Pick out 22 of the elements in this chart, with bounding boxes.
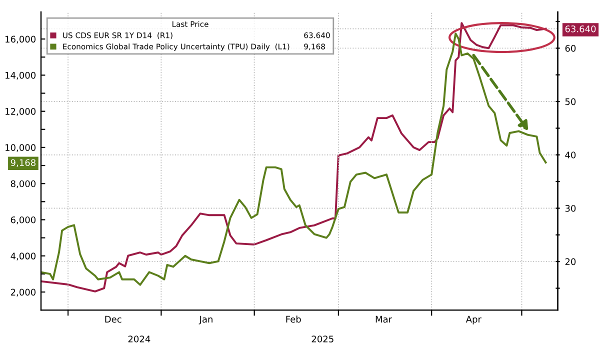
x-tick-label: Apr: [466, 316, 482, 324]
y2-tick-label: 40: [565, 152, 576, 158]
y-tick-label: 10,000: [6, 144, 36, 152]
y2-tick-label: 63.640: [565, 25, 596, 32]
y2-tick-label: 60: [565, 44, 576, 52]
x-tick-label: Dec: [105, 316, 122, 323]
text: 2025: [312, 336, 334, 342]
y2-tick-label: 30: [565, 204, 576, 212]
y-tick-label: 8,000: [10, 180, 36, 188]
y-tick-label: 12,000: [6, 108, 36, 116]
x-tick-label: Mar: [376, 316, 392, 323]
x-tick-label: Jan: [198, 316, 212, 324]
y-tick-label: 9,168: [10, 159, 36, 167]
y-tick-label: 6,000: [10, 216, 36, 224]
text: 2024: [128, 336, 150, 342]
y-tick-label: 16,000: [6, 36, 36, 44]
x-tick-label: Feb: [286, 316, 301, 323]
y2-tick-label: 50: [565, 98, 576, 106]
y2-tick-label: 20: [565, 258, 576, 266]
y-tick-label: 14,000: [6, 72, 36, 80]
y-tick-label: 2,000: [10, 288, 36, 297]
y-tick-label: 4,000: [10, 252, 36, 260]
